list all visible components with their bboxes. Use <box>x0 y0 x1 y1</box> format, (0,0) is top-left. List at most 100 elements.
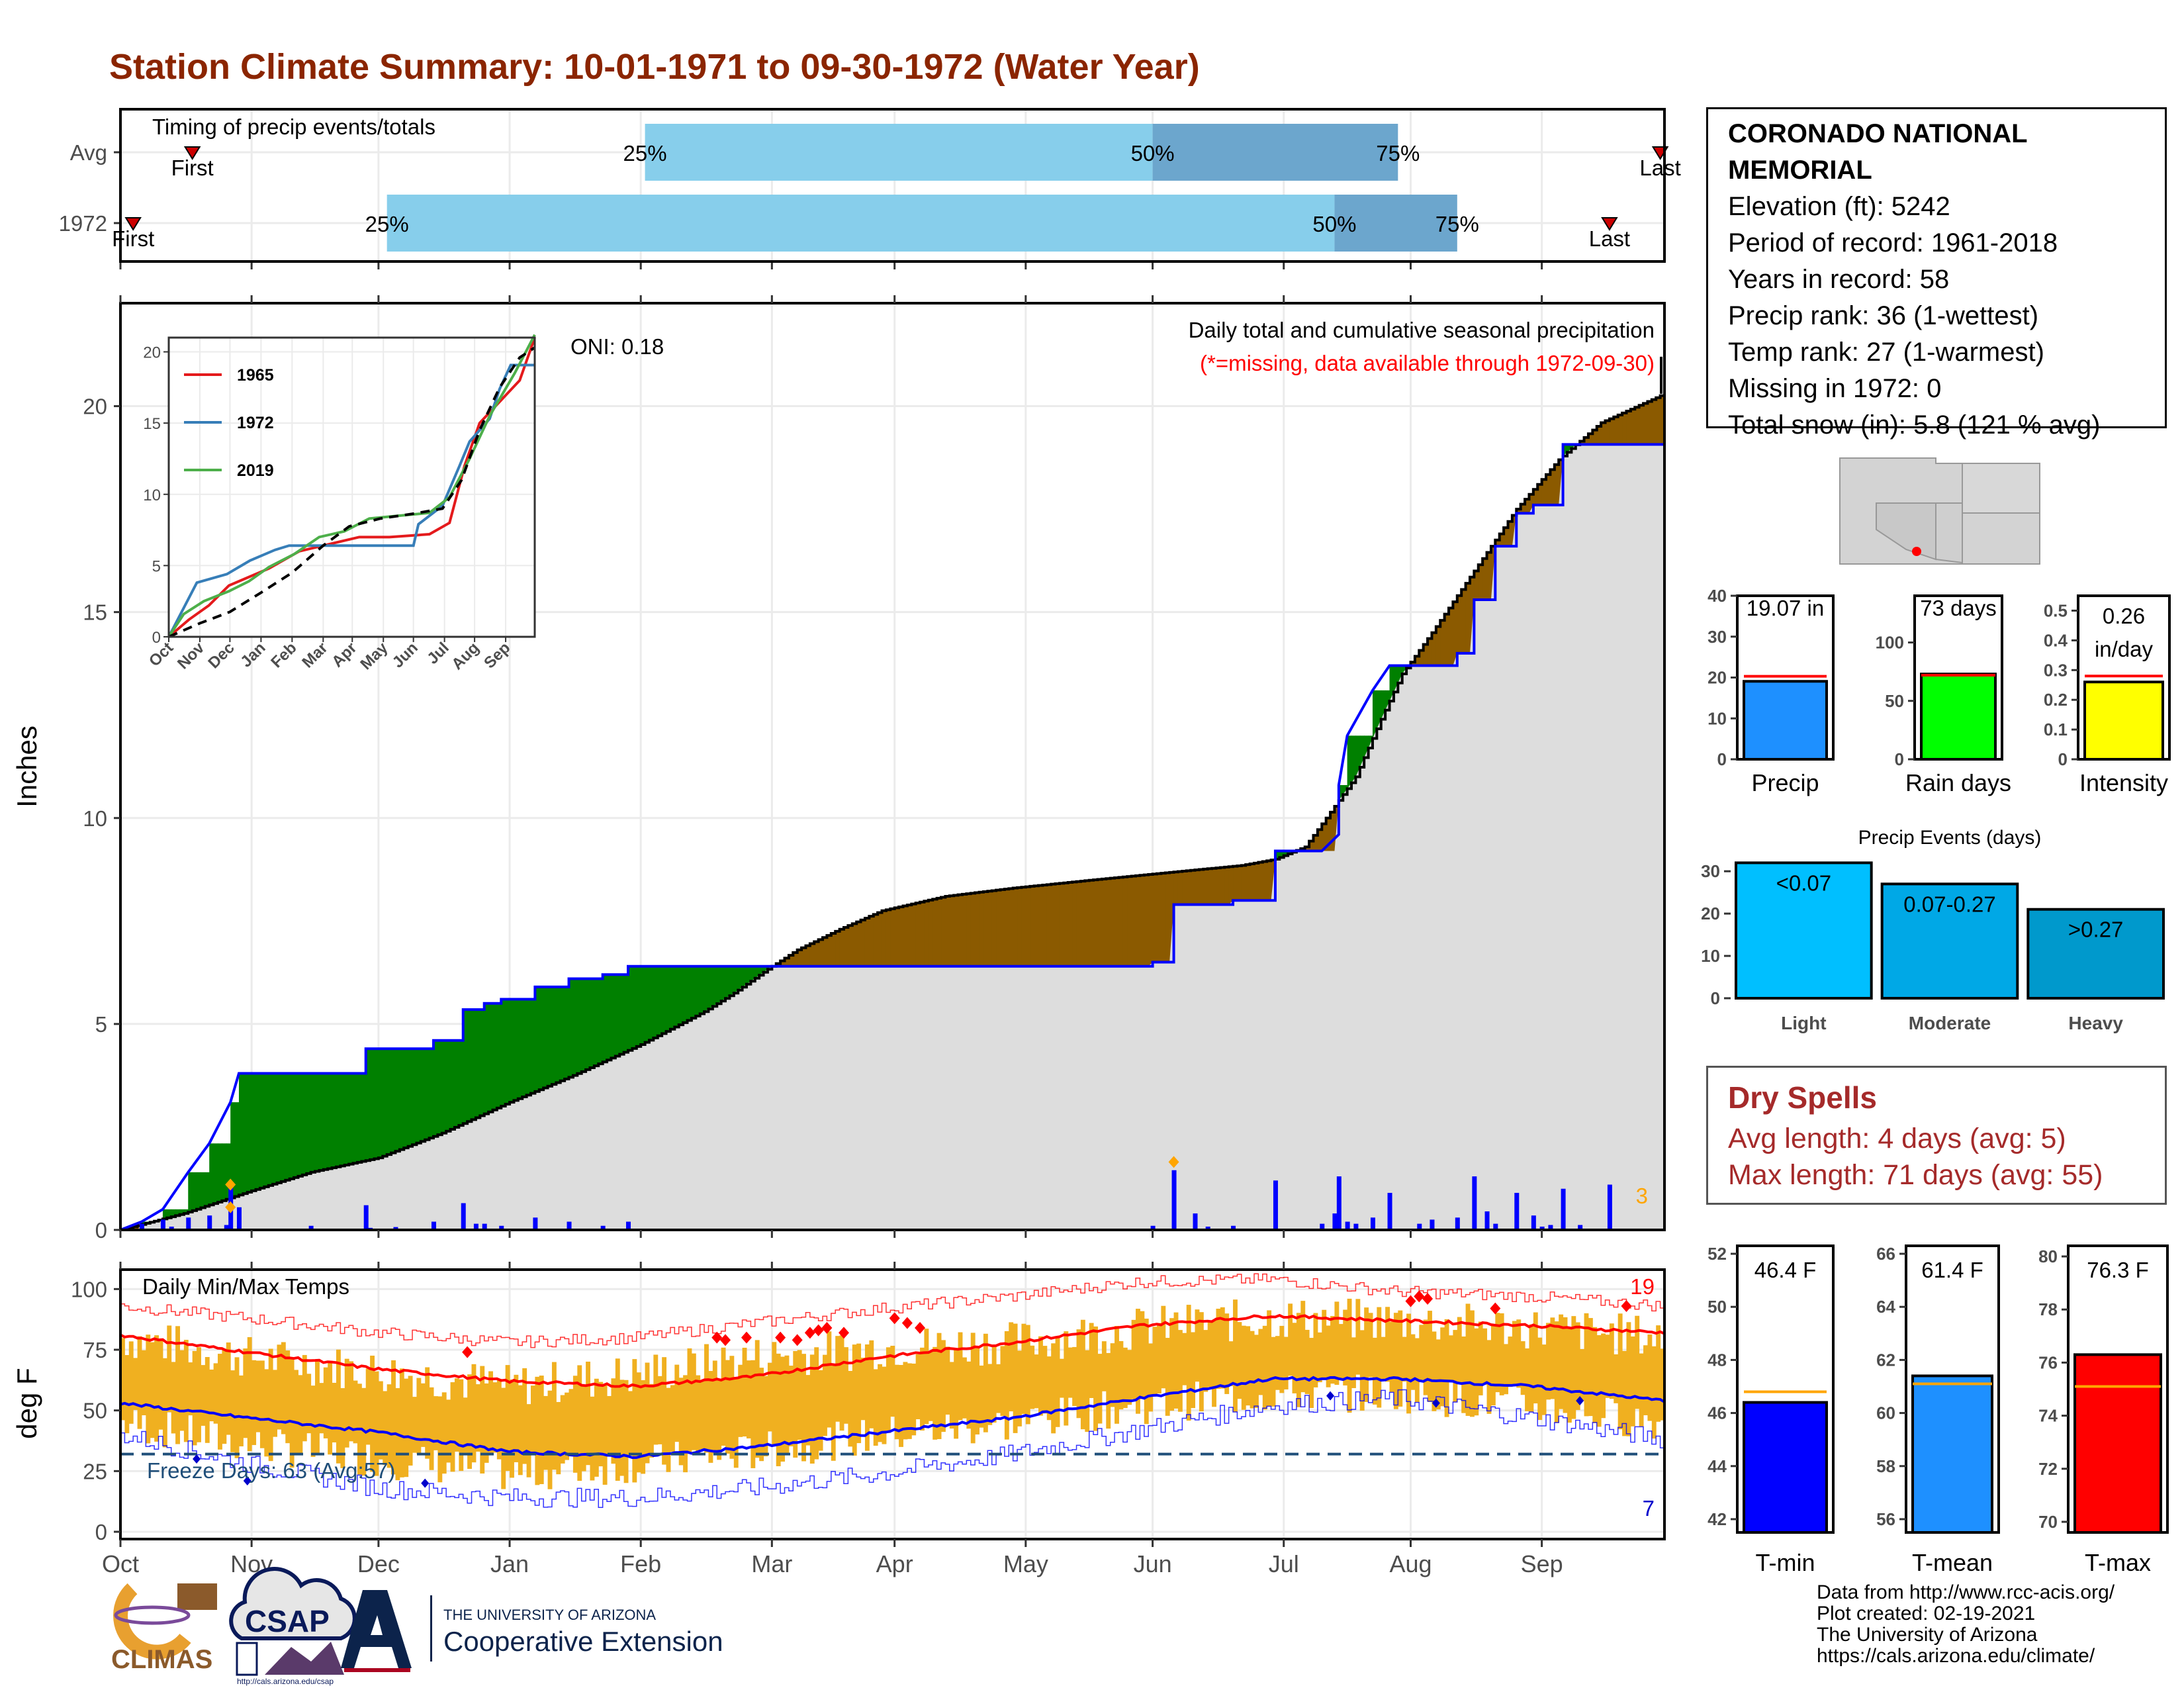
precip-deficit-area <box>1191 870 1196 905</box>
timing-label-75: 75% <box>1435 212 1479 236</box>
precip-daily-bar <box>1531 1215 1536 1230</box>
precip-surplus-area <box>662 966 667 1034</box>
temp-daily-range-bar <box>1076 1329 1081 1419</box>
temp-daily-range-bar <box>1406 1313 1411 1414</box>
month-label: Mar <box>751 1550 792 1577</box>
precip-surplus-area <box>636 966 641 1047</box>
temp-daily-range-bar <box>1490 1325 1496 1406</box>
temp-daily-range-bar <box>657 1376 662 1444</box>
precip-deficit-area <box>1118 877 1124 966</box>
temp-daily-range-bar <box>1512 1321 1517 1386</box>
precip-deficit-area <box>1262 861 1267 901</box>
precip-deficit-area <box>1021 887 1026 966</box>
temp-daily-range-bar <box>729 1356 735 1459</box>
precip-chart: 0 5 10 15 20 Inches Daily total and cumulative… <box>11 295 1666 1243</box>
precip-surplus-area <box>1563 444 1568 456</box>
temp-daily-range-bar <box>197 1347 201 1442</box>
precip-surplus-area <box>641 966 646 1045</box>
temp-daily-range-bar <box>577 1365 582 1481</box>
temp-daily-range-bar <box>1660 1348 1665 1421</box>
precip-surplus-area <box>1389 665 1394 702</box>
timing-last-marker <box>1601 217 1618 231</box>
precip-surplus-area <box>281 1073 286 1182</box>
precip-surplus-area <box>598 978 604 1064</box>
precip-deficit-area <box>1469 577 1475 653</box>
temp-daily-range-bar <box>1262 1325 1267 1410</box>
temp-daily-range-bar <box>776 1353 781 1466</box>
temp-daily-range-bar <box>1021 1323 1026 1415</box>
precip-surplus-area <box>1343 785 1348 795</box>
temp-daily-range-bar <box>788 1366 794 1446</box>
precip-surplus-area <box>590 978 595 1068</box>
precip-surplus-area <box>162 1209 167 1219</box>
precip-daily-bar <box>1417 1223 1422 1230</box>
precip-deficit-area <box>1660 395 1665 445</box>
precip-events-bar <box>2026 908 2165 1000</box>
precip-surplus-area <box>433 1040 438 1137</box>
temp-daily-range-bar <box>420 1383 426 1447</box>
precip-surplus-area <box>1571 444 1576 449</box>
temp-daily-range-bar <box>772 1342 777 1445</box>
precip-deficit-area <box>1326 818 1331 851</box>
precip-deficit-area <box>1220 867 1225 905</box>
precip-surplus-area <box>759 966 764 976</box>
temp-daily-range-bar <box>662 1357 667 1465</box>
temp-daily-range-bar <box>1440 1327 1445 1407</box>
precip-surplus-area <box>404 1049 409 1149</box>
temp-daily-range-bar <box>751 1360 756 1468</box>
temp-daily-range-bar <box>987 1364 993 1425</box>
temp-daily-range-bar <box>856 1343 862 1444</box>
summary-value-label: 73 days <box>1920 596 1997 620</box>
temp-daily-range-bar <box>535 1376 540 1485</box>
month-label: Feb <box>620 1550 661 1577</box>
summary-y-tick-label: 62 <box>1876 1350 1895 1370</box>
precip-surplus-area <box>751 966 756 982</box>
temp-daily-range-bar <box>1630 1336 1635 1427</box>
temp-record-high-marker <box>889 1312 900 1325</box>
temp-daily-range-bar <box>344 1358 349 1448</box>
temp-daily-range-bar <box>1068 1347 1073 1398</box>
temp-daily-range-bar <box>1546 1323 1551 1400</box>
temp-daily-range-bar <box>827 1331 832 1428</box>
summary-category-label: Intensity <box>2079 769 2168 796</box>
temp-daily-range-bar <box>733 1378 739 1468</box>
temp-daily-range-bar <box>1283 1336 1289 1389</box>
inset-series-line-2019 <box>167 334 536 638</box>
precip-surplus-area <box>738 966 743 990</box>
precip-surplus-area <box>687 966 692 1021</box>
temp-daily-range-bar <box>1410 1334 1416 1390</box>
precip-daily-bar <box>1561 1188 1566 1230</box>
summary-category-label: Rain days <box>1905 769 2011 796</box>
summary-y-tick-label: 48 <box>1707 1350 1727 1370</box>
precip-deficit-area <box>1643 403 1649 445</box>
timing-label-50: 50% <box>1131 141 1175 165</box>
temp-daily-range-bar <box>416 1378 422 1454</box>
precip-deficit-area <box>852 923 857 966</box>
temp-daily-range-bar <box>670 1385 675 1452</box>
precip-deficit-area <box>987 891 993 966</box>
precip-surplus-area <box>696 966 701 1016</box>
precip-events-y-tick-label: 10 <box>1701 946 1720 966</box>
precip-daily-bar <box>1205 1227 1210 1230</box>
precip-deficit-area <box>1313 835 1318 851</box>
precip-surplus-area <box>565 986 570 1080</box>
temp-daily-range-bar <box>809 1354 815 1464</box>
temp-daily-range-bar <box>683 1375 688 1473</box>
temp-daily-range-bar <box>1233 1299 1238 1412</box>
precip-surplus-area <box>666 966 671 1032</box>
temp-daily-range-bar <box>1317 1332 1322 1383</box>
precip-deficit-area <box>823 937 828 966</box>
climas-logo-text: CLIMAS <box>111 1645 212 1674</box>
month-label: Oct <box>102 1550 139 1577</box>
temp-daily-range-bar <box>602 1384 608 1485</box>
precip-daily-bar <box>1370 1217 1375 1230</box>
temp-y-tick-label: 100 <box>71 1277 107 1301</box>
temp-daily-range-bar <box>1030 1345 1035 1409</box>
temp-frame <box>119 1268 1666 1540</box>
temp-daily-range-bar <box>1575 1322 1580 1411</box>
precip-deficit-area <box>911 904 917 966</box>
temp-daily-range-bar <box>510 1379 514 1478</box>
temp-daily-range-bar <box>1393 1313 1398 1409</box>
precip-surplus-area <box>572 978 578 1076</box>
